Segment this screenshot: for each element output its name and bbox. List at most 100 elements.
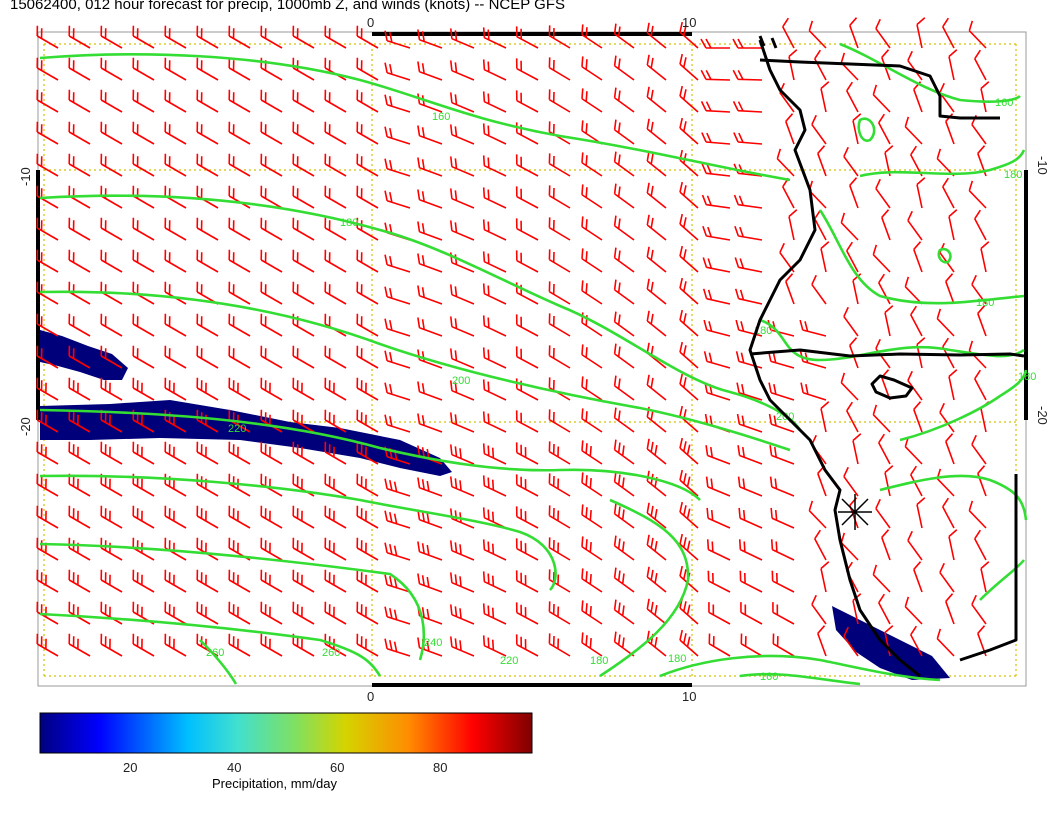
wind-barb bbox=[417, 61, 443, 81]
wind-barb bbox=[581, 184, 603, 209]
wind-barb bbox=[679, 341, 699, 369]
wind-barb bbox=[228, 409, 251, 433]
wind-barb bbox=[849, 497, 859, 529]
wind-barb bbox=[228, 473, 251, 497]
wind-barb bbox=[737, 445, 763, 465]
wind-barb bbox=[356, 409, 379, 433]
contour-label: 180 bbox=[668, 653, 686, 665]
wind-barb bbox=[939, 402, 955, 433]
wind-barb bbox=[292, 441, 315, 465]
wind-barb bbox=[292, 377, 315, 401]
wind-barb bbox=[132, 377, 155, 401]
wind-barb bbox=[384, 286, 411, 305]
wind-barb bbox=[907, 530, 923, 561]
wind-barb bbox=[132, 537, 155, 561]
wind-barb bbox=[808, 500, 827, 529]
wind-barb bbox=[613, 599, 635, 625]
wind-barb bbox=[164, 281, 187, 305]
wind-barb bbox=[68, 569, 91, 593]
wind-barb bbox=[164, 57, 187, 81]
wind-barb bbox=[772, 633, 795, 657]
wind-barb bbox=[292, 217, 315, 241]
wind-barb bbox=[708, 633, 731, 657]
wind-barb bbox=[646, 182, 667, 209]
wind-barb bbox=[68, 601, 91, 625]
colorbar-tick: 20 bbox=[123, 760, 137, 775]
wind-barb bbox=[843, 466, 859, 497]
wind-barb bbox=[482, 635, 507, 657]
wind-barb bbox=[356, 185, 379, 209]
wind-barb bbox=[482, 443, 507, 465]
wind-barb bbox=[548, 473, 571, 497]
wind-barb bbox=[132, 473, 155, 497]
wind-barb bbox=[196, 121, 219, 145]
wind-barb bbox=[679, 501, 699, 529]
wind-barb bbox=[916, 177, 926, 209]
wind-barb bbox=[679, 53, 699, 81]
wind-barb bbox=[449, 124, 475, 145]
wind-barb bbox=[980, 81, 990, 113]
wind-barb bbox=[846, 401, 859, 433]
wind-barb bbox=[613, 311, 635, 337]
wind-barb bbox=[811, 114, 827, 145]
wind-barb bbox=[735, 319, 763, 337]
wind-barb bbox=[679, 117, 699, 145]
wind-barb bbox=[260, 345, 283, 369]
wind-barb bbox=[164, 377, 187, 401]
wind-barb bbox=[703, 319, 731, 337]
wind-barb bbox=[132, 25, 155, 49]
wind-barb bbox=[679, 437, 699, 465]
wind-barb bbox=[384, 478, 411, 497]
wind-barb bbox=[948, 529, 958, 561]
wind-barb bbox=[449, 284, 475, 305]
wind-barb bbox=[910, 465, 923, 497]
wind-barb bbox=[68, 409, 91, 433]
wind-barb bbox=[260, 537, 283, 561]
wind-barb bbox=[36, 409, 59, 433]
wind-barb bbox=[356, 121, 379, 145]
wind-barb bbox=[228, 505, 251, 529]
colorbar-label: Precipitation, mm/day bbox=[212, 776, 337, 791]
wind-barb bbox=[68, 121, 91, 145]
wind-barb bbox=[646, 22, 667, 49]
wind-barb bbox=[449, 28, 475, 49]
x-tick-label: 10 bbox=[682, 689, 696, 704]
wind-barb bbox=[100, 473, 123, 497]
wind-barb bbox=[703, 351, 731, 369]
wind-barb bbox=[769, 445, 795, 465]
wind-barb bbox=[132, 57, 155, 81]
wind-barb bbox=[196, 441, 219, 465]
contour-label: 240 bbox=[424, 637, 442, 649]
wind-barb bbox=[417, 477, 443, 497]
wind-barb bbox=[482, 123, 507, 145]
wind-barb bbox=[646, 118, 667, 145]
wind-barb bbox=[840, 372, 859, 401]
wind-barb bbox=[814, 49, 827, 81]
wind-barb bbox=[260, 185, 283, 209]
wind-barb bbox=[849, 337, 859, 369]
wind-barb bbox=[196, 537, 219, 561]
wind-barb bbox=[356, 473, 379, 497]
wind-barb bbox=[936, 148, 955, 177]
wind-barb bbox=[482, 315, 507, 337]
wind-barb bbox=[449, 412, 475, 433]
wind-barb bbox=[581, 440, 603, 465]
wind-barb bbox=[324, 505, 347, 529]
wind-barb bbox=[324, 153, 347, 177]
wind-barb bbox=[36, 121, 59, 145]
wind-barb bbox=[36, 313, 59, 337]
wind-barb bbox=[292, 537, 315, 561]
wind-barb bbox=[820, 401, 830, 433]
wind-barb bbox=[971, 594, 987, 625]
wind-barb bbox=[36, 601, 59, 625]
map-title: 15062400, 012 hour forecast for precip, … bbox=[10, 0, 565, 13]
wind-barb bbox=[449, 252, 475, 273]
wind-barb bbox=[384, 510, 411, 529]
star-marker-icon bbox=[838, 494, 872, 530]
wind-barb bbox=[417, 573, 443, 593]
wind-barb bbox=[548, 345, 571, 369]
wind-barb bbox=[260, 121, 283, 145]
wind-barb bbox=[36, 25, 59, 49]
wind-barb bbox=[732, 38, 762, 49]
wind-barb bbox=[260, 217, 283, 241]
